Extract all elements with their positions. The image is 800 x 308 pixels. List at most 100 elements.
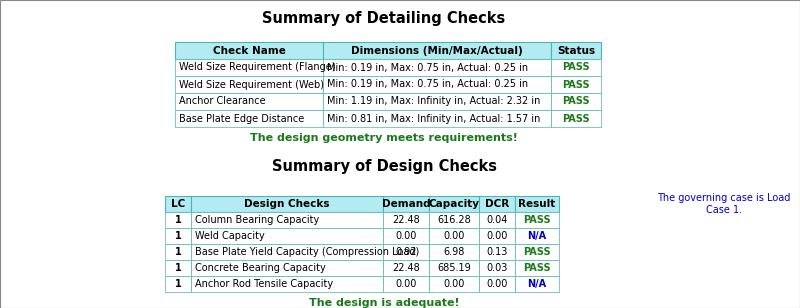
Bar: [429, 276, 479, 292]
Bar: [165, 244, 191, 260]
Bar: [515, 276, 559, 292]
Text: Result: Result: [518, 199, 556, 209]
Bar: [429, 228, 479, 244]
Text: Status: Status: [557, 46, 595, 55]
Text: 616.28: 616.28: [437, 215, 471, 225]
Text: PASS: PASS: [523, 263, 551, 273]
Text: Weld Capacity: Weld Capacity: [195, 231, 265, 241]
Bar: [175, 110, 323, 127]
Text: Weld Size Requirement (Flange): Weld Size Requirement (Flange): [179, 63, 335, 72]
Bar: [175, 76, 323, 93]
Bar: [383, 260, 429, 276]
Bar: [429, 196, 479, 212]
Text: 22.48: 22.48: [392, 263, 420, 273]
Bar: [191, 244, 383, 260]
Text: 1: 1: [174, 231, 182, 241]
Bar: [323, 59, 551, 76]
Bar: [165, 276, 191, 292]
Text: 0.04: 0.04: [486, 215, 508, 225]
Bar: [551, 76, 601, 93]
Bar: [191, 260, 383, 276]
Bar: [165, 196, 191, 212]
Text: 1: 1: [174, 247, 182, 257]
Bar: [383, 196, 429, 212]
Text: The governing case is Load
Case 1.: The governing case is Load Case 1.: [658, 193, 790, 215]
Bar: [515, 244, 559, 260]
Bar: [429, 244, 479, 260]
Text: 0.00: 0.00: [395, 279, 417, 289]
Bar: [551, 59, 601, 76]
Bar: [323, 93, 551, 110]
Bar: [323, 110, 551, 127]
Text: Base Plate Yield Capacity (Compression Load): Base Plate Yield Capacity (Compression L…: [195, 247, 419, 257]
Text: 0.13: 0.13: [486, 247, 508, 257]
Text: Design Checks: Design Checks: [244, 199, 330, 209]
Bar: [175, 59, 323, 76]
Text: 6.98: 6.98: [443, 247, 465, 257]
Text: Summary of Design Checks: Summary of Design Checks: [271, 160, 497, 175]
Text: DCR: DCR: [485, 199, 509, 209]
Text: 0.03: 0.03: [486, 263, 508, 273]
Text: 0.00: 0.00: [395, 231, 417, 241]
Bar: [429, 260, 479, 276]
Bar: [191, 276, 383, 292]
Text: Demand: Demand: [382, 199, 430, 209]
Bar: [429, 212, 479, 228]
Bar: [383, 244, 429, 260]
Bar: [479, 212, 515, 228]
Text: Dimensions (Min/Max/Actual): Dimensions (Min/Max/Actual): [351, 46, 523, 55]
Text: PASS: PASS: [523, 247, 551, 257]
Bar: [383, 212, 429, 228]
Text: PASS: PASS: [523, 215, 551, 225]
Text: Check Name: Check Name: [213, 46, 286, 55]
Text: N/A: N/A: [527, 279, 546, 289]
Bar: [323, 42, 551, 59]
Text: The design is adequate!: The design is adequate!: [309, 298, 459, 308]
Bar: [551, 42, 601, 59]
Bar: [515, 228, 559, 244]
Bar: [165, 260, 191, 276]
Text: Min: 1.19 in, Max: Infinity in, Actual: 2.32 in: Min: 1.19 in, Max: Infinity in, Actual: …: [327, 96, 540, 107]
Text: Capacity: Capacity: [429, 199, 479, 209]
Bar: [479, 196, 515, 212]
Text: 685.19: 685.19: [437, 263, 471, 273]
Text: PASS: PASS: [562, 79, 590, 90]
Bar: [175, 93, 323, 110]
Bar: [479, 276, 515, 292]
Bar: [479, 228, 515, 244]
Bar: [165, 212, 191, 228]
Text: 0.92: 0.92: [395, 247, 417, 257]
Bar: [479, 244, 515, 260]
Bar: [515, 260, 559, 276]
Bar: [515, 212, 559, 228]
Text: 0.00: 0.00: [486, 231, 508, 241]
Text: 0.00: 0.00: [443, 231, 465, 241]
Text: PASS: PASS: [562, 114, 590, 124]
Bar: [175, 42, 323, 59]
Text: 1: 1: [174, 263, 182, 273]
Bar: [551, 93, 601, 110]
Text: Weld Size Requirement (Web): Weld Size Requirement (Web): [179, 79, 324, 90]
Bar: [383, 276, 429, 292]
Text: Base Plate Edge Distance: Base Plate Edge Distance: [179, 114, 304, 124]
Bar: [551, 110, 601, 127]
Text: 22.48: 22.48: [392, 215, 420, 225]
Bar: [165, 228, 191, 244]
Bar: [479, 260, 515, 276]
Bar: [323, 76, 551, 93]
Text: Min: 0.19 in, Max: 0.75 in, Actual: 0.25 in: Min: 0.19 in, Max: 0.75 in, Actual: 0.25…: [327, 63, 528, 72]
Text: 0.00: 0.00: [486, 279, 508, 289]
Text: Column Bearing Capacity: Column Bearing Capacity: [195, 215, 319, 225]
Text: LC: LC: [171, 199, 185, 209]
Text: 1: 1: [174, 279, 182, 289]
Text: 1: 1: [174, 215, 182, 225]
Bar: [191, 228, 383, 244]
Bar: [191, 212, 383, 228]
Text: Concrete Bearing Capacity: Concrete Bearing Capacity: [195, 263, 326, 273]
Text: The design geometry meets requirements!: The design geometry meets requirements!: [250, 133, 518, 143]
Bar: [383, 228, 429, 244]
Text: Min: 0.81 in, Max: Infinity in, Actual: 1.57 in: Min: 0.81 in, Max: Infinity in, Actual: …: [327, 114, 540, 124]
Text: PASS: PASS: [562, 96, 590, 107]
Text: N/A: N/A: [527, 231, 546, 241]
Text: Summary of Detailing Checks: Summary of Detailing Checks: [262, 10, 506, 26]
